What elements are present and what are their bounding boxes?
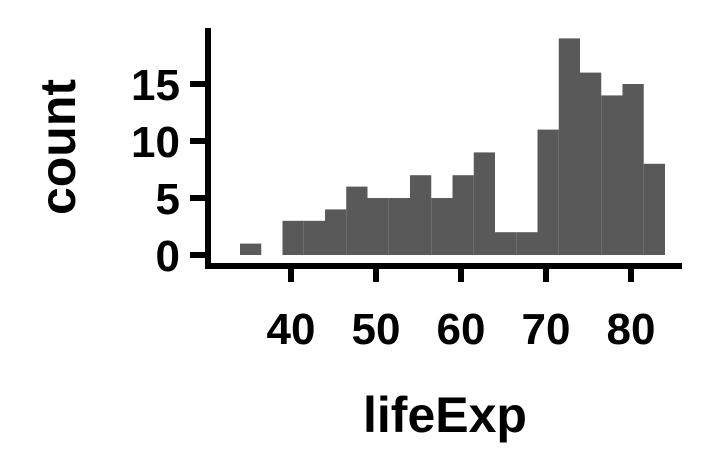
- histogram-bar: [601, 95, 623, 256]
- y-tick-label: 0: [156, 232, 180, 281]
- histogram-bar: [452, 175, 474, 255]
- x-tick-label: 60: [437, 305, 486, 354]
- histogram-bar: [643, 163, 665, 255]
- histogram-bar: [558, 38, 580, 256]
- histogram-bar: [346, 186, 368, 255]
- histogram-bar: [240, 243, 262, 255]
- histogram-bar: [537, 129, 559, 255]
- histogram-bar: [495, 232, 517, 255]
- x-axis-title: lifeExp: [363, 387, 527, 443]
- x-tick-label: 40: [267, 305, 316, 354]
- x-tick-label: 80: [607, 305, 656, 354]
- histogram-bar: [367, 198, 389, 255]
- histogram-bar: [303, 220, 325, 255]
- histogram-bar: [431, 198, 453, 255]
- histogram-bar: [410, 175, 432, 255]
- axes: [205, 28, 682, 269]
- x-axis-ticks: 40 50 60 70 80: [267, 266, 656, 354]
- histogram-bar: [580, 72, 602, 255]
- y-axis-title: count: [30, 79, 86, 215]
- histogram-bar: [622, 84, 644, 255]
- histogram-bar: [473, 152, 495, 255]
- histogram-bar: [516, 232, 538, 255]
- y-axis-ticks: 0 5 10 15: [131, 61, 208, 281]
- histogram-bar: [282, 220, 304, 255]
- histogram-bars: [240, 38, 665, 256]
- x-tick-label: 70: [522, 305, 571, 354]
- y-tick-label: 5: [156, 175, 180, 224]
- y-tick-label: 10: [131, 118, 180, 167]
- y-tick-label: 15: [131, 61, 180, 110]
- histogram-bar: [388, 198, 410, 255]
- x-tick-label: 50: [352, 305, 401, 354]
- histogram-bar: [325, 209, 347, 255]
